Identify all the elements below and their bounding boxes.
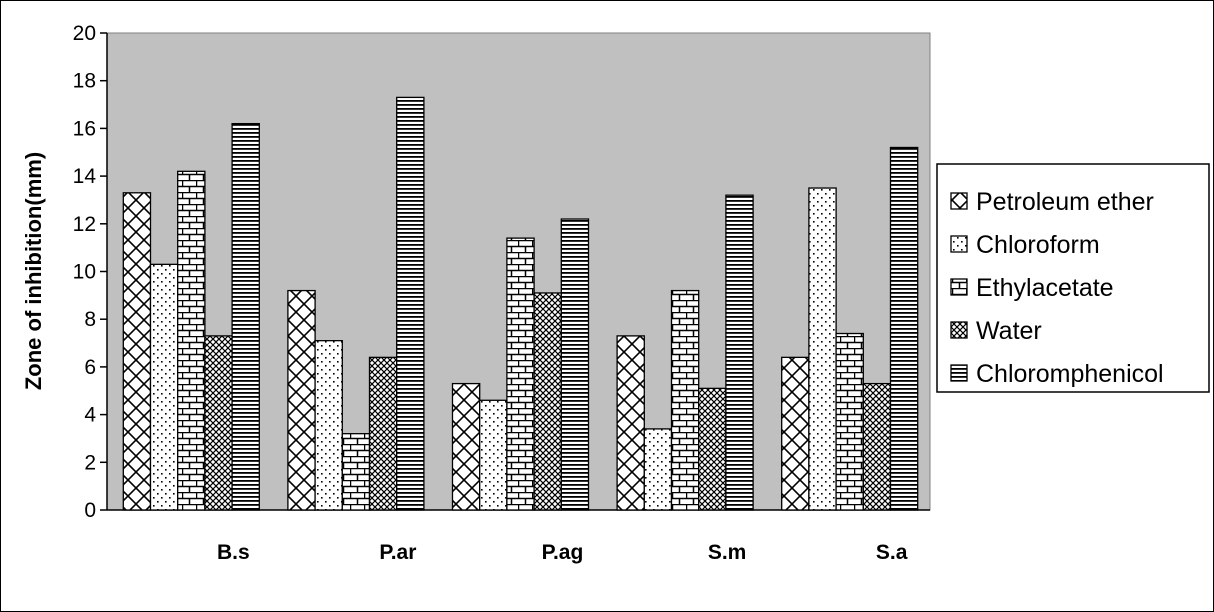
bar-chloromphenicol-sm xyxy=(725,194,754,511)
bar-petroleum-ether-sm xyxy=(616,335,645,511)
bar-ethylacetate-par xyxy=(341,433,371,511)
y-tick-label: 10 xyxy=(73,261,96,284)
y-tick-label: 2 xyxy=(84,451,96,474)
y-tick-label: 4 xyxy=(84,404,96,427)
category-labels: B.s P.ar P.ag S.m S.a xyxy=(217,541,908,564)
legend-label: Chloroform xyxy=(976,231,1100,259)
bar-water-par xyxy=(368,356,398,511)
y-axis: 0 2 4 6 8 10 12 14 16 18 20 xyxy=(73,22,108,522)
category-label: S.a xyxy=(876,541,908,564)
bar-chloromphenicol-sa xyxy=(889,146,919,511)
legend-label: Chloromphenicol xyxy=(976,360,1164,388)
bar-petroleum-ether-par xyxy=(287,289,316,511)
y-tick-label: 0 xyxy=(84,499,96,522)
bar-water-sa xyxy=(862,382,892,511)
legend-swatch xyxy=(950,321,968,339)
y-tick-label: 14 xyxy=(73,165,97,188)
bar-ethylacetate-pag xyxy=(506,237,535,511)
y-tick-label: 8 xyxy=(84,308,96,331)
bar-petroleum-ether-sa xyxy=(781,356,810,511)
legend-label: Water xyxy=(976,317,1042,345)
bar-water-bs xyxy=(204,335,233,511)
bar-chloroform-sm xyxy=(643,428,673,511)
legend-swatch xyxy=(950,192,968,210)
bar-ethylacetate-bs xyxy=(177,170,206,511)
bar-chloromphenicol-par xyxy=(396,96,425,511)
legend-box xyxy=(936,163,1210,393)
legend-swatch xyxy=(950,278,968,296)
y-tick-label: 6 xyxy=(84,356,96,379)
bar-chloromphenicol-pag xyxy=(560,218,590,511)
category-label: S.m xyxy=(708,541,747,564)
bar-petroleum-ether-bs xyxy=(122,192,152,511)
legend-swatch xyxy=(950,364,968,382)
bar-water-pag xyxy=(533,292,562,511)
legend: Petroleum ether Chloroform Ethylacetate Wat… xyxy=(950,188,1164,388)
bar-chloroform-par xyxy=(314,340,343,511)
bar-chloroform-pag xyxy=(479,399,508,511)
legend-swatch xyxy=(950,235,968,253)
y-axis-label: Zone of inhibition(mm) xyxy=(21,152,46,390)
bar-chloroform-bs xyxy=(149,263,179,511)
category-label: P.ar xyxy=(379,541,416,564)
y-tick-label: 20 xyxy=(73,22,96,45)
category-label: B.s xyxy=(217,541,250,564)
category-label: P.ag xyxy=(542,541,584,564)
bar-ethylacetate-sa xyxy=(835,332,864,511)
bar-chloromphenicol-bs xyxy=(231,122,260,511)
bars-group xyxy=(122,96,919,511)
legend-label: Ethylacetate xyxy=(976,274,1114,302)
bar-water-sm xyxy=(698,387,727,511)
bar-chloroform-sa xyxy=(808,187,837,511)
y-tick-label: 18 xyxy=(73,70,96,93)
y-tick-label: 16 xyxy=(73,117,96,140)
bar-ethylacetate-sm xyxy=(670,289,700,511)
y-tick-label: 12 xyxy=(73,213,96,236)
legend-label: Petroleum ether xyxy=(976,188,1154,216)
bar-petroleum-ether-pag xyxy=(451,382,481,511)
